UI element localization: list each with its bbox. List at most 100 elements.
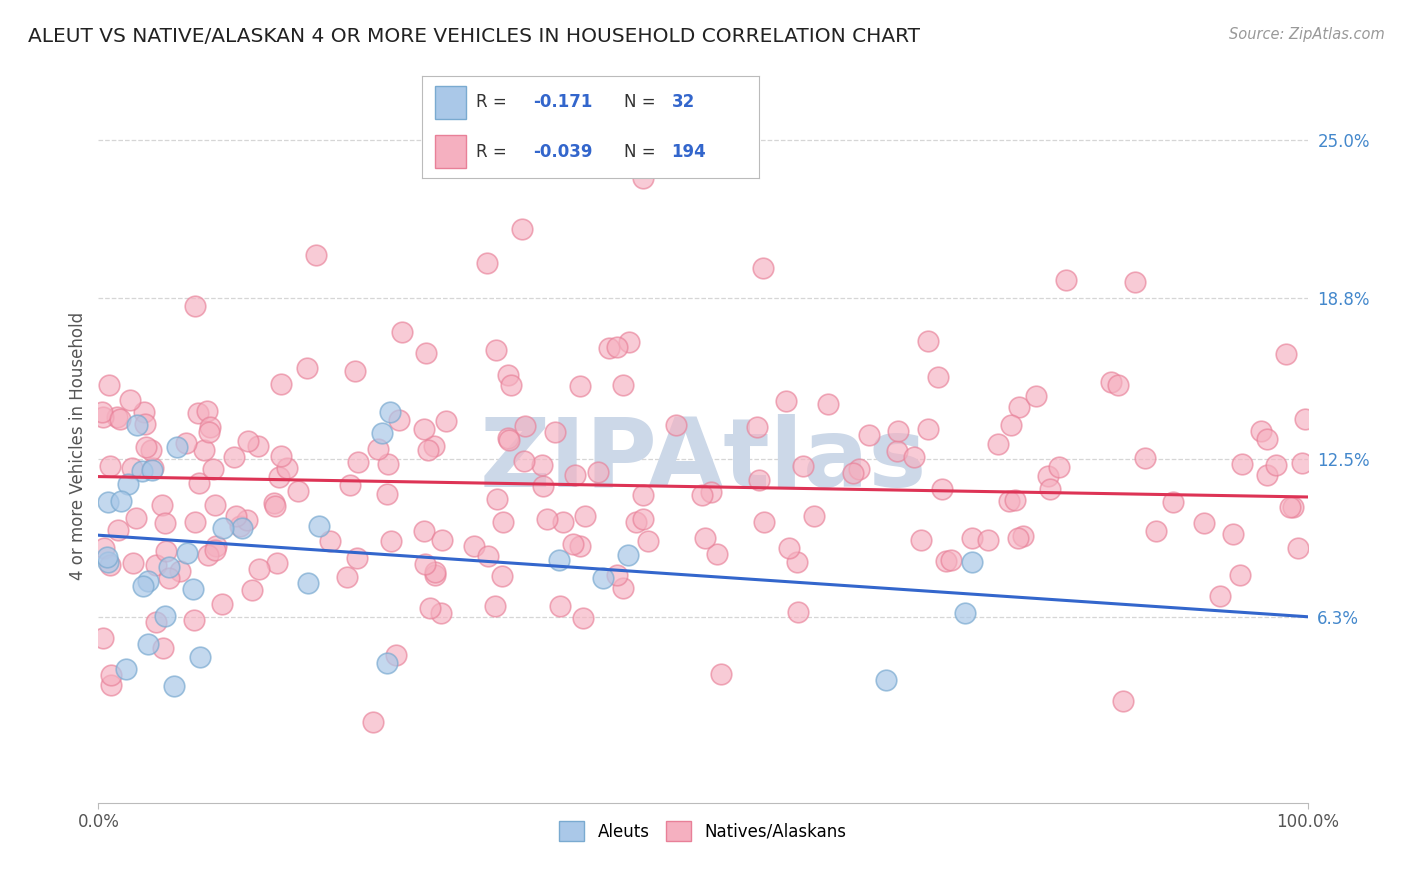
Point [617,334,640,349]
Point [270,376,292,391]
Point [475,256,498,270]
Point [939,552,962,566]
Point [842,467,865,481]
Point [1144,524,1167,538]
Point [817,397,839,411]
Point [142,461,165,475]
Point [270,449,292,463]
Point [305,248,328,262]
Point [415,346,437,360]
Point [1054,273,1077,287]
Point [748,473,770,487]
Point [136,637,159,651]
Text: 194: 194 [672,143,706,161]
Point [367,442,389,456]
Point [152,641,174,656]
Point [169,564,191,578]
Point [568,539,591,553]
Point [115,662,138,676]
Point [544,425,567,440]
Point [380,534,402,549]
Point [752,515,775,529]
Point [574,508,596,523]
Point [371,425,394,440]
FancyBboxPatch shape [436,87,465,119]
Point [463,539,485,553]
Point [927,369,949,384]
Point [962,555,984,569]
Point [375,487,398,501]
Point [181,582,204,596]
Point [513,454,536,468]
Point [1039,482,1062,496]
Point [612,581,634,595]
Text: 32: 32 [672,94,695,112]
Point [486,492,509,507]
Point [886,444,908,458]
Point [184,516,207,530]
Point [955,607,977,621]
Point [125,418,148,433]
Point [690,487,713,501]
Point [1025,389,1047,403]
Point [477,549,499,563]
Point [117,476,139,491]
Point [803,509,825,524]
Point [1265,458,1288,472]
Point [1012,529,1035,543]
Point [496,368,519,382]
Point [98,459,121,474]
Point [229,519,252,533]
Point [1007,531,1029,545]
Point [197,549,219,563]
Point [155,544,177,558]
Text: N =: N = [624,143,655,161]
Point [1282,500,1305,514]
Point [419,601,441,615]
Point [792,459,814,474]
Text: N =: N = [624,94,655,112]
Point [276,461,298,475]
Point [344,364,367,378]
Point [606,567,628,582]
Point [1112,694,1135,708]
Point [157,571,180,585]
Point [388,413,411,427]
Point [485,343,508,358]
Point [297,361,319,376]
Point [204,498,226,512]
Point [91,410,114,425]
Point [1107,378,1129,392]
Point [346,551,368,566]
Point [122,557,145,571]
Point [491,569,513,583]
Point [631,171,654,186]
Point [551,515,574,529]
Point [231,521,253,535]
Point [163,679,186,693]
Point [700,484,723,499]
Point [536,512,558,526]
Point [1047,460,1070,475]
Point [236,513,259,527]
Point [665,417,688,432]
Point [346,455,368,469]
Point [118,392,141,407]
Point [548,553,571,567]
Point [858,428,880,442]
Point [205,539,228,553]
Point [612,378,634,392]
Text: -0.039: -0.039 [533,143,593,161]
Point [91,631,114,645]
Point [188,476,211,491]
Point [1038,468,1060,483]
Point [198,420,221,434]
Point [1256,432,1278,446]
Point [910,533,932,547]
Point [98,558,121,572]
Point [150,498,173,512]
Point [385,648,408,662]
Point [412,421,434,435]
Text: ZIPAtlas: ZIPAtlas [479,414,927,507]
Point [266,556,288,570]
